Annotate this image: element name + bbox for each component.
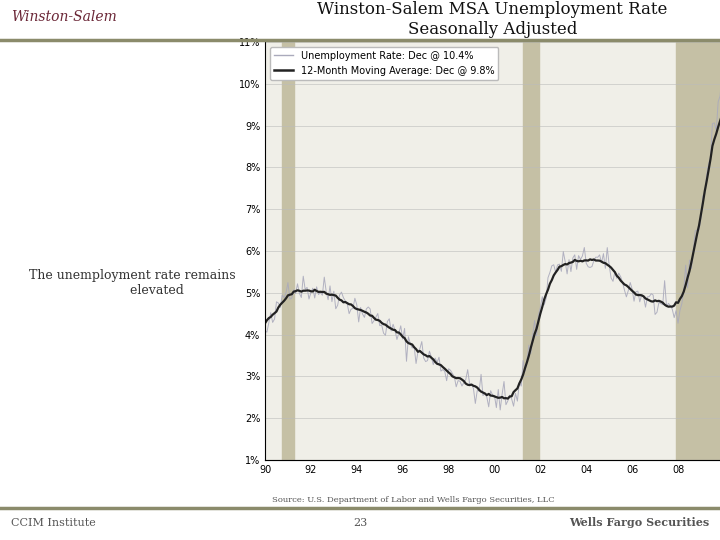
Bar [523,42,539,460]
Title: Winston-Salem MSA Unemployment Rate
Seasonally Adjusted: Winston-Salem MSA Unemployment Rate Seas… [318,1,667,38]
Text: Winston-Salem: Winston-Salem [11,10,117,24]
Text: Wells Fargo Securities: Wells Fargo Securities [569,517,709,528]
Text: The unemployment rate remains
            elevated: The unemployment rate remains elevated [30,269,236,298]
Text: 23: 23 [353,518,367,528]
Bar [282,42,294,460]
Legend: Unemployment Rate: Dec @ 10.4%, 12-Month Moving Average: Dec @ 9.8%: Unemployment Rate: Dec @ 10.4%, 12-Month… [270,47,498,79]
Text: CCIM Institute: CCIM Institute [11,518,96,528]
Bar [676,42,720,460]
Text: Source: U.S. Department of Labor and Wells Fargo Securities, LLC: Source: U.S. Department of Labor and Wel… [272,496,555,504]
